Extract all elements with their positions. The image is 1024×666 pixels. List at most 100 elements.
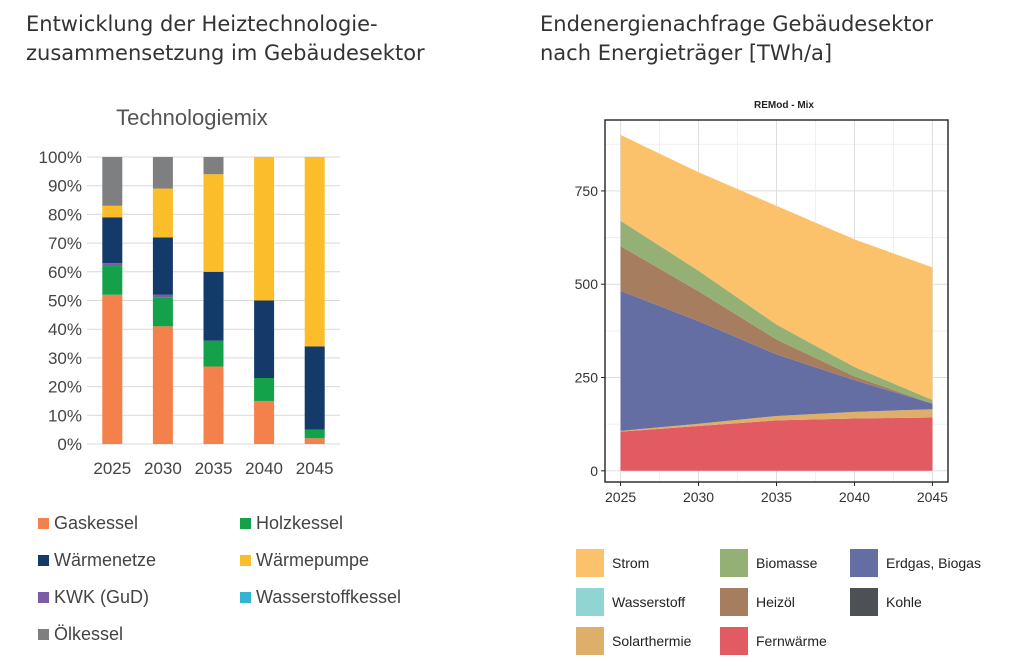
bar-segment-waermepumpe-2040 xyxy=(254,157,275,301)
bar-segment-gaskessel-2035 xyxy=(203,366,224,444)
bar-segment-waermepumpe-2045 xyxy=(304,157,325,347)
left-heading-line-1: Entwicklung der Heiztechnologie- xyxy=(26,12,378,36)
bar-segment-gaskessel-2040 xyxy=(254,400,275,444)
right-heading-line-1: Endenergienachfrage Gebäudesektor xyxy=(540,12,933,36)
area-legend-label: Fernwärme xyxy=(756,633,827,649)
area-y-tick-label: 0 xyxy=(590,463,598,479)
bar-segment-holzkessel-2030 xyxy=(152,297,173,327)
area-x-tick-label: 2035 xyxy=(761,489,792,505)
area-legend-swatch xyxy=(720,549,748,577)
bar-segment-waermenetze-2035 xyxy=(203,271,224,341)
area-chart-title: REMod - Mix xyxy=(754,100,814,111)
technology-mix-bar-chart: Technologiemix 0% 10% 20% 30% 40% 50% 60% 70% 80… xyxy=(39,105,340,478)
area-legend-item-fernwaerme: Fernwärme xyxy=(720,627,827,655)
bar-legend-item-wasserstoffkessel: Wasserstoffkessel xyxy=(240,587,401,608)
area-x-tick-label: 2030 xyxy=(683,489,714,505)
bar-segment-waermenetze-2030 xyxy=(152,237,173,295)
bar-y-tick-label: 50% xyxy=(48,292,82,311)
area-legend-swatch xyxy=(720,588,748,616)
bar-y-tick-label: 60% xyxy=(48,263,82,282)
bar-y-tick-label: 80% xyxy=(48,205,82,224)
bar-legend-swatch xyxy=(240,518,251,529)
area-strom xyxy=(620,134,933,400)
left-heading-line-2: zusammensetzung im Gebäudesektor xyxy=(26,41,425,65)
bar-segment-waermenetze-2025 xyxy=(102,217,123,264)
area-legend-item-erdgas-biogas: Erdgas, Biogas xyxy=(850,549,981,577)
right-heading-line-2: nach Energieträger [TWh/a] xyxy=(540,41,833,65)
bar-y-tick-label: 10% xyxy=(48,406,82,425)
area-legend-item-biomasse: Biomasse xyxy=(720,549,817,577)
bar-segment-oelkessel-2025 xyxy=(102,157,123,206)
bar-chart-x-axis: 2025 2030 2035 2040 2045 xyxy=(93,459,333,478)
area-x-tick-label: 2045 xyxy=(917,489,948,505)
area-legend-swatch xyxy=(576,549,604,577)
bar-segment-gaskessel-2025 xyxy=(102,294,123,444)
area-legend-item-heizoel: Heizöl xyxy=(720,588,795,616)
bar-legend-item-gaskessel: Gaskessel xyxy=(38,513,138,534)
area-legend-swatch xyxy=(576,588,604,616)
bar-legend-label: Holzkessel xyxy=(256,513,344,533)
bar-segment-gaskessel-2030 xyxy=(152,326,173,444)
area-legend-label: Solarthermie xyxy=(612,633,692,649)
area-erdgas-biogas xyxy=(620,290,933,431)
bar-segment-holzkessel-2040 xyxy=(254,377,275,401)
right-panel-heading: Endenergienachfrage Gebäudesektor nach E… xyxy=(540,10,1010,68)
area-legend-label: Heizöl xyxy=(756,594,795,610)
bar-chart-y-axis: 0% 10% 20% 30% 40% 50% 60% 70% 80% 90% 100% xyxy=(39,148,82,454)
bar-legend-label: Gaskessel xyxy=(54,513,139,533)
bar-legend-swatch xyxy=(38,555,49,566)
area-legend-label: Erdgas, Biogas xyxy=(886,555,981,571)
bar-segment-gaskessel-2045 xyxy=(304,438,325,444)
bar-chart-bars xyxy=(102,157,325,444)
area-legend-swatch xyxy=(850,549,878,577)
area-legend-label: Biomasse xyxy=(756,555,818,571)
bar-legend-label: Wasserstoffkessel xyxy=(256,587,402,607)
bar-legend-swatch xyxy=(240,592,251,603)
bar-legend-item-kwk-gud: KWK (GuD) xyxy=(38,587,149,608)
area-y-tick-label: 250 xyxy=(575,370,599,386)
area-legend-item-strom: Strom xyxy=(576,549,649,577)
area-legend-swatch xyxy=(720,627,748,655)
bar-y-tick-label: 0% xyxy=(57,435,82,454)
bar-legend-item-oelkessel: Ölkessel xyxy=(38,624,123,645)
area-fernwaerme xyxy=(620,417,933,471)
area-x-tick-label: 2025 xyxy=(605,489,636,505)
bar-segment-waermepumpe-2025 xyxy=(102,205,123,218)
bar-legend-label: Wärmenetze xyxy=(54,550,157,570)
bar-segment-oelkessel-2035 xyxy=(203,157,224,175)
area-chart-x-axis: 2025 2030 2035 2040 2045 xyxy=(605,482,948,505)
area-legend-label: Wasserstoff xyxy=(612,594,686,610)
bar-segment-waermenetze-2045 xyxy=(304,346,325,430)
area-legend-swatch xyxy=(576,627,604,655)
bar-legend-label: Ölkessel xyxy=(54,624,124,644)
bar-segment-kwk-gud-2025 xyxy=(102,263,123,267)
area-y-tick-label: 750 xyxy=(575,183,599,199)
bar-segment-oelkessel-2030 xyxy=(152,157,173,189)
area-legend-swatch xyxy=(850,588,878,616)
left-panel-heading: Entwicklung der Heiztechnologie- zusamme… xyxy=(26,10,496,68)
bar-legend-label: KWK (GuD) xyxy=(54,587,150,607)
bar-y-tick-label: 30% xyxy=(48,349,82,368)
bar-segment-kwk-gud-2030 xyxy=(152,294,173,298)
bar-segment-waermepumpe-2035 xyxy=(203,174,224,272)
bar-y-tick-label: 70% xyxy=(48,234,82,253)
bar-legend-item-waermenetze: Wärmenetze xyxy=(38,550,156,571)
bar-legend-item-waermepumpe: Wärmepumpe xyxy=(240,550,369,571)
area-x-tick-label: 2040 xyxy=(839,489,870,505)
area-legend-item-wasserstoff: Wasserstoff xyxy=(576,588,685,616)
bar-x-tick-label: 2030 xyxy=(144,459,182,478)
area-chart-areas xyxy=(620,134,933,471)
bar-segment-waermepumpe-2030 xyxy=(152,188,173,238)
bar-segment-holzkessel-2035 xyxy=(203,340,224,367)
area-solarthermie xyxy=(620,409,933,432)
bar-legend-swatch xyxy=(240,555,251,566)
bar-y-tick-label: 90% xyxy=(48,177,82,196)
bar-legend-swatch xyxy=(38,629,49,640)
bar-legend-swatch xyxy=(38,518,49,529)
bar-x-tick-label: 2045 xyxy=(296,459,334,478)
area-y-tick-label: 500 xyxy=(575,276,599,292)
bar-legend-item-holzkessel: Holzkessel xyxy=(240,513,343,534)
bar-y-tick-label: 40% xyxy=(48,320,82,339)
bar-x-tick-label: 2040 xyxy=(245,459,283,478)
